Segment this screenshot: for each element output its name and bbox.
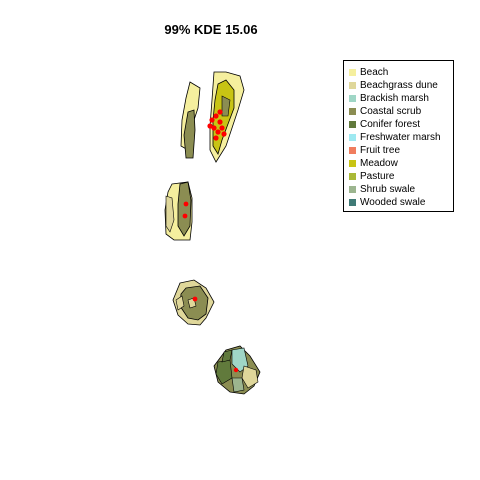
legend-item: Shrub swale: [344, 183, 453, 196]
legend-item: Wooded swale: [344, 196, 453, 209]
habitat-polygon: [221, 349, 233, 363]
habitat-polygon: [175, 295, 185, 311]
habitat-polygon: [231, 377, 245, 393]
location-point: [209, 117, 215, 123]
legend-swatch: [349, 121, 356, 128]
legend-swatch: [349, 173, 356, 180]
location-points: [182, 109, 239, 373]
habitat-polygon: [212, 79, 235, 155]
habitat-polygon: [183, 109, 196, 159]
location-point: [183, 201, 189, 207]
habitat-polygon: [241, 365, 259, 389]
habitat-polygon: [165, 195, 175, 233]
legend-swatch: [349, 199, 356, 206]
location-point: [217, 109, 223, 115]
legend-label: Fruit tree: [360, 145, 401, 156]
legend-swatch: [349, 108, 356, 115]
habitat-patch-middle: [164, 181, 193, 241]
legend-item: Pasture: [344, 170, 453, 183]
location-point: [182, 213, 188, 219]
legend-label: Brackish marsh: [360, 93, 429, 104]
legend-swatch: [349, 82, 356, 89]
legend-label: Conifer forest: [360, 119, 421, 130]
habitat-patch-north: [180, 71, 245, 163]
legend-label: Wooded swale: [360, 197, 426, 208]
habitat-patch-round: [172, 279, 215, 326]
habitat-polygon: [221, 95, 231, 117]
legend-item: Beach: [344, 66, 453, 79]
location-point: [213, 113, 219, 119]
habitat-polygon: [177, 181, 192, 237]
location-point: [217, 119, 223, 125]
location-point: [233, 367, 239, 373]
legend-item: Brackish marsh: [344, 92, 453, 105]
legend-label: Coastal scrub: [360, 106, 422, 117]
map-legend: Beach Beachgrass dune Brackish marsh Coasta…: [343, 60, 454, 212]
legend-swatch: [349, 95, 356, 102]
location-point: [192, 296, 198, 302]
legend-item: Freshwater marsh: [344, 131, 453, 144]
legend-item: Beachgrass dune: [344, 79, 453, 92]
location-point: [213, 135, 219, 141]
legend-item: Fruit tree: [344, 144, 453, 157]
legend-swatch: [349, 134, 356, 141]
legend-label: Meadow: [360, 158, 398, 169]
legend-label: Beach: [360, 67, 389, 78]
legend-item: Conifer forest: [344, 118, 453, 131]
legend-swatch: [349, 147, 356, 154]
location-point: [215, 129, 221, 135]
legend-swatch: [349, 186, 356, 193]
legend-item: Coastal scrub: [344, 105, 453, 118]
location-point: [207, 123, 213, 129]
legend-label: Freshwater marsh: [360, 132, 441, 143]
location-point: [221, 131, 227, 137]
legend-item: Meadow: [344, 157, 453, 170]
location-point: [219, 125, 225, 131]
legend-label: Beachgrass dune: [360, 80, 438, 91]
legend-label: Shrub swale: [360, 184, 416, 195]
legend-swatch: [349, 160, 356, 167]
map-title: 99% KDE 15.06: [164, 22, 258, 37]
legend-label: Pasture: [360, 171, 395, 182]
location-point: [211, 125, 217, 131]
legend-swatch: [349, 69, 356, 76]
